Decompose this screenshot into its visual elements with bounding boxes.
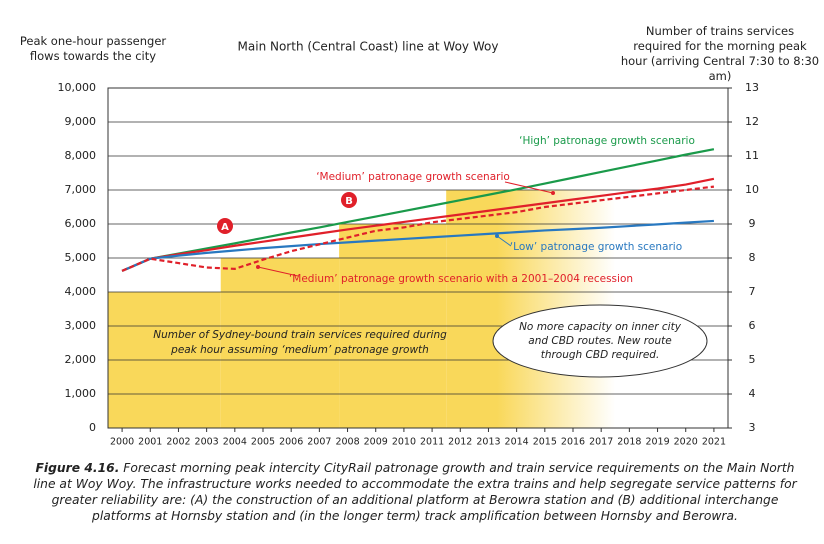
arrow bbox=[257, 266, 299, 277]
y2-tick-label: 9 bbox=[749, 217, 756, 230]
x-tick-label: 2010 bbox=[392, 437, 416, 448]
y-tick-label: 8,000 bbox=[65, 149, 97, 162]
y2-tick-label: 10 bbox=[745, 183, 759, 196]
line bbox=[121, 185, 715, 272]
line bbox=[121, 148, 715, 272]
y2-tick-label: 4 bbox=[749, 387, 756, 400]
x-tick-label: 2012 bbox=[448, 437, 472, 448]
x-tick-label: 2005 bbox=[251, 437, 275, 448]
y-tick-label: 2,000 bbox=[65, 353, 97, 366]
chart: Main North (Central Coast) line at Woy W… bbox=[58, 40, 760, 448]
x-tick-label: 2013 bbox=[476, 437, 500, 448]
y2-tick-label: 6 bbox=[749, 319, 756, 332]
y-tick-label: 7,000 bbox=[65, 183, 97, 196]
arrow-head bbox=[256, 265, 260, 269]
y2-tick-label: 3 bbox=[749, 421, 756, 434]
y-tick-label: 9,000 bbox=[65, 115, 97, 128]
x-tick-label: 2021 bbox=[702, 437, 726, 448]
note: No more capacity on inner city and CBD r… bbox=[519, 321, 681, 361]
line bbox=[121, 177, 715, 272]
arrow bbox=[504, 181, 554, 194]
y-axis-label: Peak one-hour passenger flows towards th… bbox=[19, 34, 167, 63]
arrow bbox=[496, 235, 512, 247]
y-tick-label: 5,000 bbox=[65, 251, 97, 264]
train-services-label: Number of Sydney-bound train services re… bbox=[153, 329, 447, 356]
y-tick-label: 10,000 bbox=[58, 81, 97, 94]
x-tick-label: 2008 bbox=[335, 437, 359, 448]
y2-tick-label: 11 bbox=[745, 149, 759, 162]
series-label: ‘High’ patronage growth scenario bbox=[519, 135, 695, 147]
caption-label: Figure 4.16. bbox=[35, 461, 120, 475]
y2-tick-label: 8 bbox=[749, 251, 756, 264]
caption: Figure 4.16. Forecast morning peak inter… bbox=[30, 460, 800, 524]
line bbox=[121, 219, 714, 272]
x-tick-label: 2019 bbox=[645, 437, 669, 448]
y-tick-label: 1,000 bbox=[65, 387, 97, 400]
y2-tick-label: 13 bbox=[745, 81, 759, 94]
y-tick-label: 3,000 bbox=[65, 319, 97, 332]
y-tick-label: 4,000 bbox=[65, 285, 97, 298]
y2-tick-label: 5 bbox=[749, 353, 756, 366]
note-ellipse bbox=[492, 304, 708, 378]
chart-title: Main North (Central Coast) line at Woy W… bbox=[238, 40, 499, 54]
marker-circle bbox=[217, 218, 233, 234]
caption-text: Forecast morning peak intercity CityRail… bbox=[33, 461, 797, 523]
arrow-head bbox=[495, 234, 499, 238]
x-tick-label: 2003 bbox=[195, 437, 219, 448]
series-label: ‘Low’ patronage growth scenario bbox=[510, 241, 682, 253]
y-tick-label: 0 bbox=[89, 421, 96, 434]
y2-tick-label: 7 bbox=[749, 285, 756, 298]
x-tick-label: 2018 bbox=[617, 437, 641, 448]
x-tick-label: 2004 bbox=[223, 437, 247, 448]
marker-label: B bbox=[345, 196, 353, 207]
x-tick-label: 2007 bbox=[307, 437, 331, 448]
x-tick-label: 2015 bbox=[533, 437, 557, 448]
y2-axis-label: Number of trains services required for t… bbox=[620, 24, 820, 83]
x-tick-label: 2009 bbox=[364, 437, 388, 448]
train-service-step bbox=[220, 258, 340, 428]
x-tick-label: 2001 bbox=[138, 437, 162, 448]
marker-label: A bbox=[221, 222, 229, 233]
x-tick-label: 2017 bbox=[589, 437, 613, 448]
x-tick-label: 2020 bbox=[674, 437, 698, 448]
train-services-label-box: Number of Sydney-bound train services re… bbox=[153, 329, 447, 356]
marker-circle bbox=[341, 192, 357, 208]
series-label: ‘Medium’ patronage growth scenario bbox=[316, 171, 510, 183]
x-tick-label: 2006 bbox=[279, 437, 303, 448]
note-box: No more capacity on inner city and CBD r… bbox=[519, 321, 681, 361]
x-tick-label: 2016 bbox=[561, 437, 585, 448]
plot-frame bbox=[107, 87, 729, 429]
x-tick-label: 2002 bbox=[166, 437, 190, 448]
x-tick-label: 2000 bbox=[110, 437, 134, 448]
y2-tick-label: 12 bbox=[745, 115, 759, 128]
series-label: ‘Medium’ patronage growth scenario with … bbox=[289, 273, 633, 285]
x-tick-label: 2011 bbox=[420, 437, 444, 448]
y-tick-label: 6,000 bbox=[65, 217, 97, 230]
arrow-head bbox=[551, 191, 555, 195]
x-tick-label: 2014 bbox=[505, 437, 529, 448]
